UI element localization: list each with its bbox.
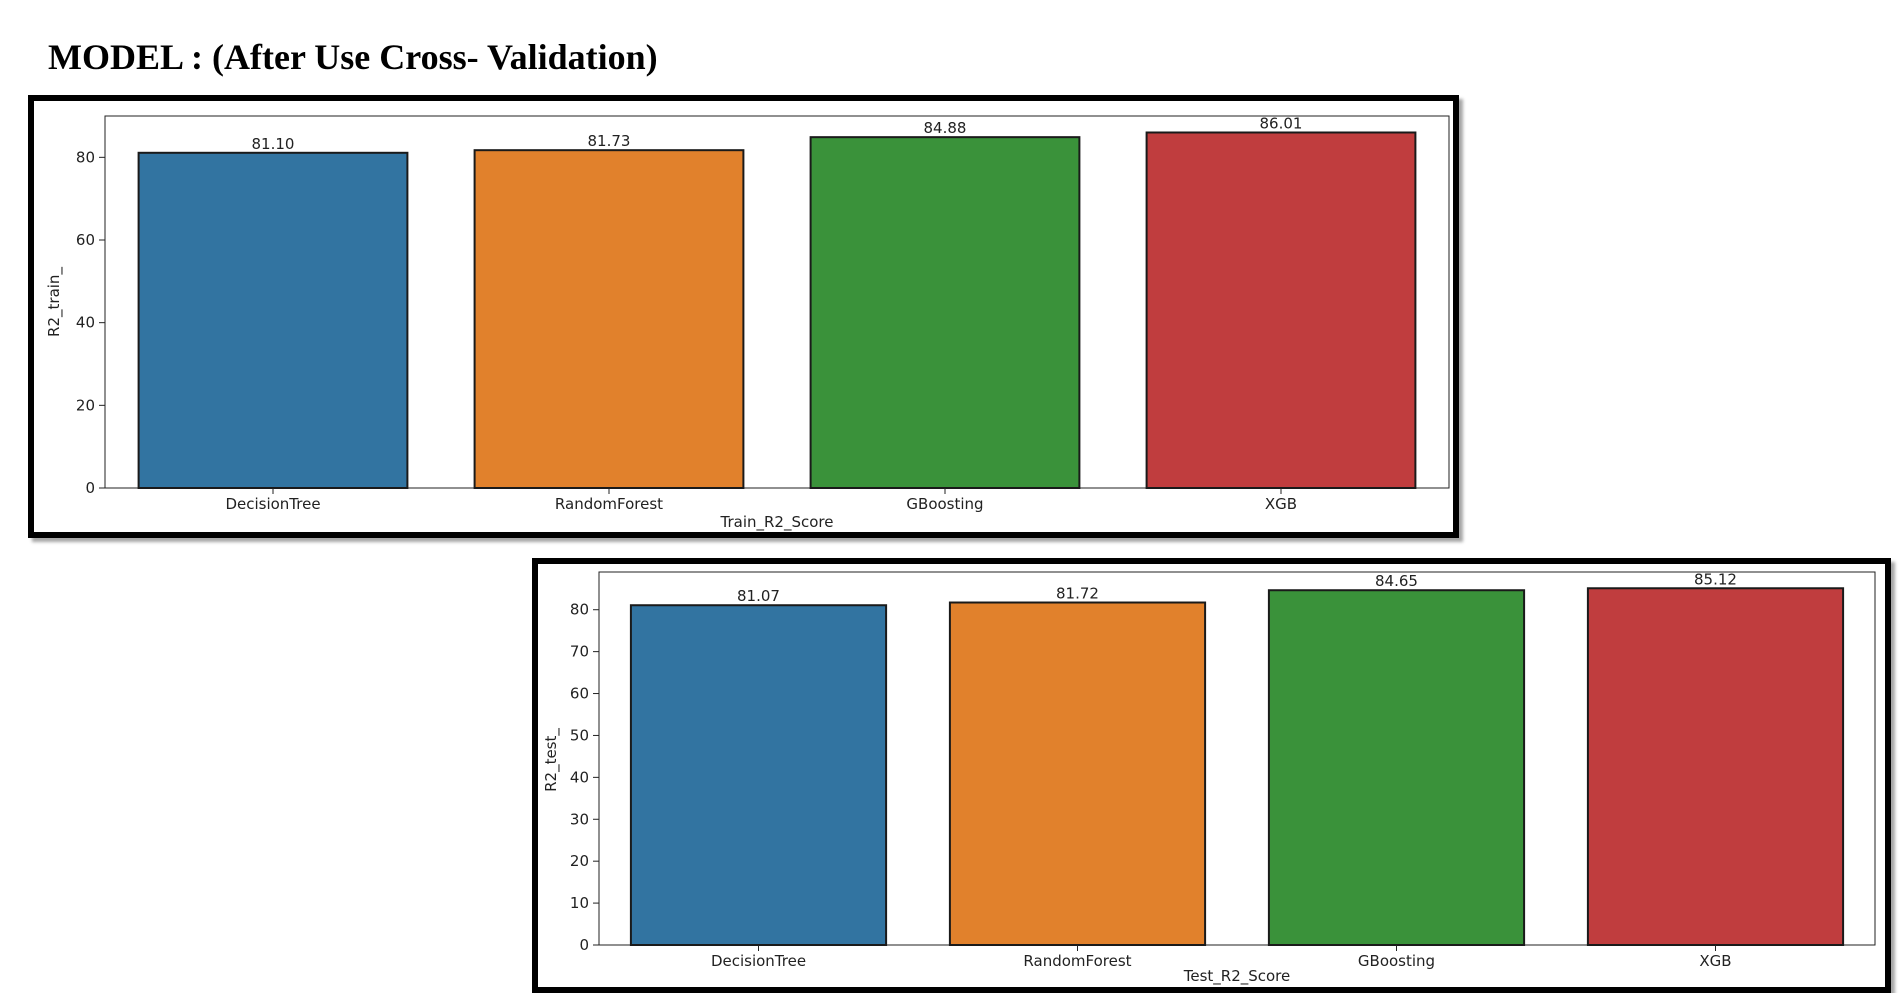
x-tick-label: RandomForest (555, 495, 663, 513)
bar-value-label: 81.07 (737, 587, 780, 605)
x-axis-ticks: DecisionTree RandomForest GBoosting XGB (225, 488, 1297, 513)
bar-value-label: 81.72 (1056, 585, 1099, 603)
y-axis-label: R2_train_ (45, 267, 64, 337)
bar-value-labels: 81.07 81.72 84.65 85.12 (737, 570, 1737, 605)
train-r2-bar-chart: 0 20 40 60 80 81.10 81.73 84.88 86.01 DecisionT… (45, 114, 1450, 532)
x-tick-label: DecisionTree (225, 495, 320, 513)
x-tick-label: RandomForest (1023, 952, 1131, 970)
x-tick-label: GBoosting (1358, 952, 1435, 970)
y-tick-label: 40 (570, 768, 589, 786)
y-tick-label: 60 (570, 685, 589, 703)
plot-area-border (104, 115, 1450, 489)
bar-xgb (1145, 131, 1417, 489)
x-axis-label: Test_R2_Score (1183, 967, 1291, 986)
x-tick-label: XGB (1265, 495, 1297, 513)
y-tick-label: 30 (570, 810, 589, 828)
y-tick-label: 80 (570, 601, 589, 619)
plot-area-border (598, 571, 1876, 946)
y-tick-label: 10 (570, 894, 589, 912)
bar-value-label: 84.65 (1375, 572, 1418, 590)
test-r2-chart-frame: 0 10 20 30 40 50 60 70 80 81.07 81.72 84.65 85.12 D… (532, 558, 1891, 993)
bar-value-label: 84.88 (924, 119, 967, 137)
y-tick-label: 0 (579, 936, 589, 954)
y-tick-label: 70 (570, 643, 589, 661)
y-tick-label: 80 (76, 148, 95, 166)
bar-xgb (1586, 587, 1845, 947)
page-title: MODEL : (After Use Cross- Validation) (48, 37, 658, 77)
bar-gboosting (809, 136, 1081, 490)
y-tick-label: 40 (76, 314, 95, 332)
bars (629, 587, 1845, 947)
bar-randomforest (948, 601, 1207, 947)
bar-gboosting (1267, 589, 1526, 947)
y-axis-ticks: 0 20 40 60 80 (76, 148, 105, 497)
bar-decisiontree (137, 151, 409, 490)
test-r2-bar-chart: 0 10 20 30 40 50 60 70 80 81.07 81.72 84.65 85.12 D… (542, 570, 1876, 986)
y-tick-label: 0 (85, 479, 95, 497)
bars (137, 131, 1417, 490)
bar-value-labels: 81.10 81.73 84.88 86.01 (252, 114, 1303, 152)
y-tick-label: 20 (76, 396, 95, 414)
y-tick-label: 60 (76, 231, 95, 249)
y-tick-label: 50 (570, 726, 589, 744)
x-axis-ticks: DecisionTree RandomForest GBoosting XGB (711, 945, 1732, 970)
bar-decisiontree (629, 604, 888, 947)
bar-value-label: 81.10 (252, 135, 295, 153)
bar-value-label: 81.73 (588, 132, 631, 150)
x-tick-label: DecisionTree (711, 952, 806, 970)
x-tick-label: GBoosting (906, 495, 983, 513)
y-axis-ticks: 0 10 20 30 40 50 60 70 80 (570, 601, 599, 954)
x-axis-label: Train_R2_Score (720, 513, 834, 532)
x-tick-label: XGB (1699, 952, 1731, 970)
bar-value-label: 86.01 (1260, 114, 1303, 132)
bar-value-label: 85.12 (1694, 570, 1737, 588)
y-tick-label: 20 (570, 852, 589, 870)
train-r2-chart-frame: 0 20 40 60 80 81.10 81.73 84.88 86.01 DecisionT… (28, 95, 1459, 538)
y-axis-label: R2_test_ (542, 728, 561, 792)
bar-randomforest (473, 149, 745, 489)
